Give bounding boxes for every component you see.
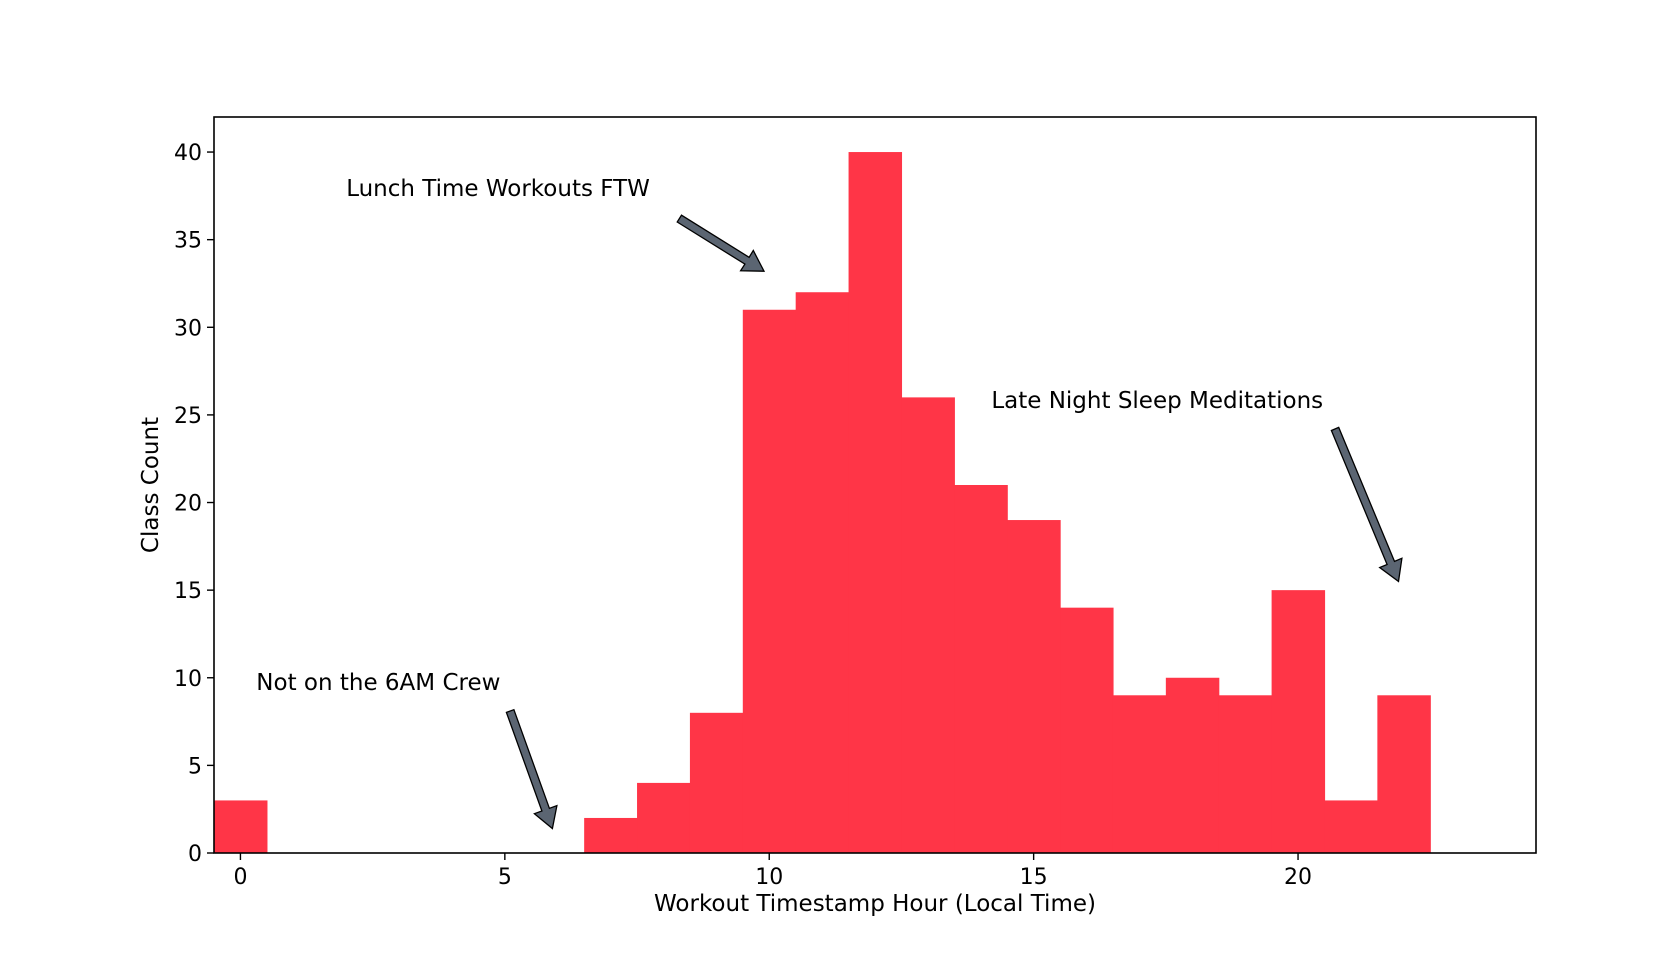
histogram-bar-hour-12 bbox=[848, 152, 903, 854]
y-axis-label: Class Count bbox=[138, 417, 164, 553]
histogram-bar-hour-18 bbox=[1165, 677, 1220, 853]
y-tick-label: 15 bbox=[174, 579, 202, 604]
histogram-bar-hour-11 bbox=[795, 292, 850, 853]
y-tick-label: 30 bbox=[174, 316, 202, 341]
histogram-bar-hour-7 bbox=[584, 817, 638, 853]
annotation-arrow-1 bbox=[676, 214, 766, 272]
histogram-bar-hour-15 bbox=[1007, 520, 1061, 853]
histogram-bar-hour-16 bbox=[1060, 607, 1114, 853]
x-tick-label: 0 bbox=[233, 865, 247, 890]
y-axis-ticks: 0 5 10 15 20 25 30 35 40 bbox=[174, 141, 214, 867]
x-tick-label: 10 bbox=[755, 865, 783, 890]
plot-frame bbox=[213, 116, 1537, 854]
x-axis-ticks: 0 5 10 15 20 bbox=[233, 853, 1312, 890]
histogram-bar-hour-19 bbox=[1218, 695, 1273, 853]
histogram-bar-hour-13 bbox=[901, 397, 955, 853]
y-tick-label: 40 bbox=[174, 141, 202, 166]
y-tick-label: 0 bbox=[188, 842, 202, 867]
histogram-bar-hour-9 bbox=[689, 712, 744, 853]
annotation-text-2: Late Night Sleep Meditations bbox=[991, 388, 1323, 414]
bars-layer bbox=[214, 152, 1431, 854]
x-tick-label: 5 bbox=[498, 865, 512, 890]
y-tick-label: 35 bbox=[174, 229, 202, 254]
histogram-bar-hour-20 bbox=[1271, 590, 1326, 853]
x-tick-label: 15 bbox=[1020, 865, 1048, 890]
annotation-text-1: Lunch Time Workouts FTW bbox=[346, 176, 650, 202]
histogram-bar-hour-21 bbox=[1324, 800, 1378, 853]
y-tick-label: 10 bbox=[174, 667, 202, 692]
histogram-bar-hour-8 bbox=[637, 782, 691, 853]
histogram-bar-hour-22 bbox=[1377, 695, 1431, 853]
y-tick-label: 20 bbox=[174, 492, 202, 517]
x-axis-label: Workout Timestamp Hour (Local Time) bbox=[654, 891, 1096, 917]
histogram-bar-hour-10 bbox=[742, 309, 797, 853]
annotation-text-3: Not on the 6AM Crew bbox=[256, 670, 500, 696]
x-tick-label: 20 bbox=[1284, 865, 1312, 890]
annotation-layer: Lunch Time Workouts FTW Late Night Sleep … bbox=[256, 176, 1403, 830]
y-tick-label: 5 bbox=[188, 754, 202, 779]
annotation-arrow-3 bbox=[505, 708, 558, 830]
annotation-arrow-2 bbox=[1330, 426, 1403, 583]
histogram-bar-hour-0 bbox=[214, 800, 268, 853]
histogram-bar-hour-14 bbox=[954, 485, 1008, 853]
histogram-bar-hour-17 bbox=[1112, 695, 1167, 853]
y-tick-label: 25 bbox=[174, 404, 202, 429]
